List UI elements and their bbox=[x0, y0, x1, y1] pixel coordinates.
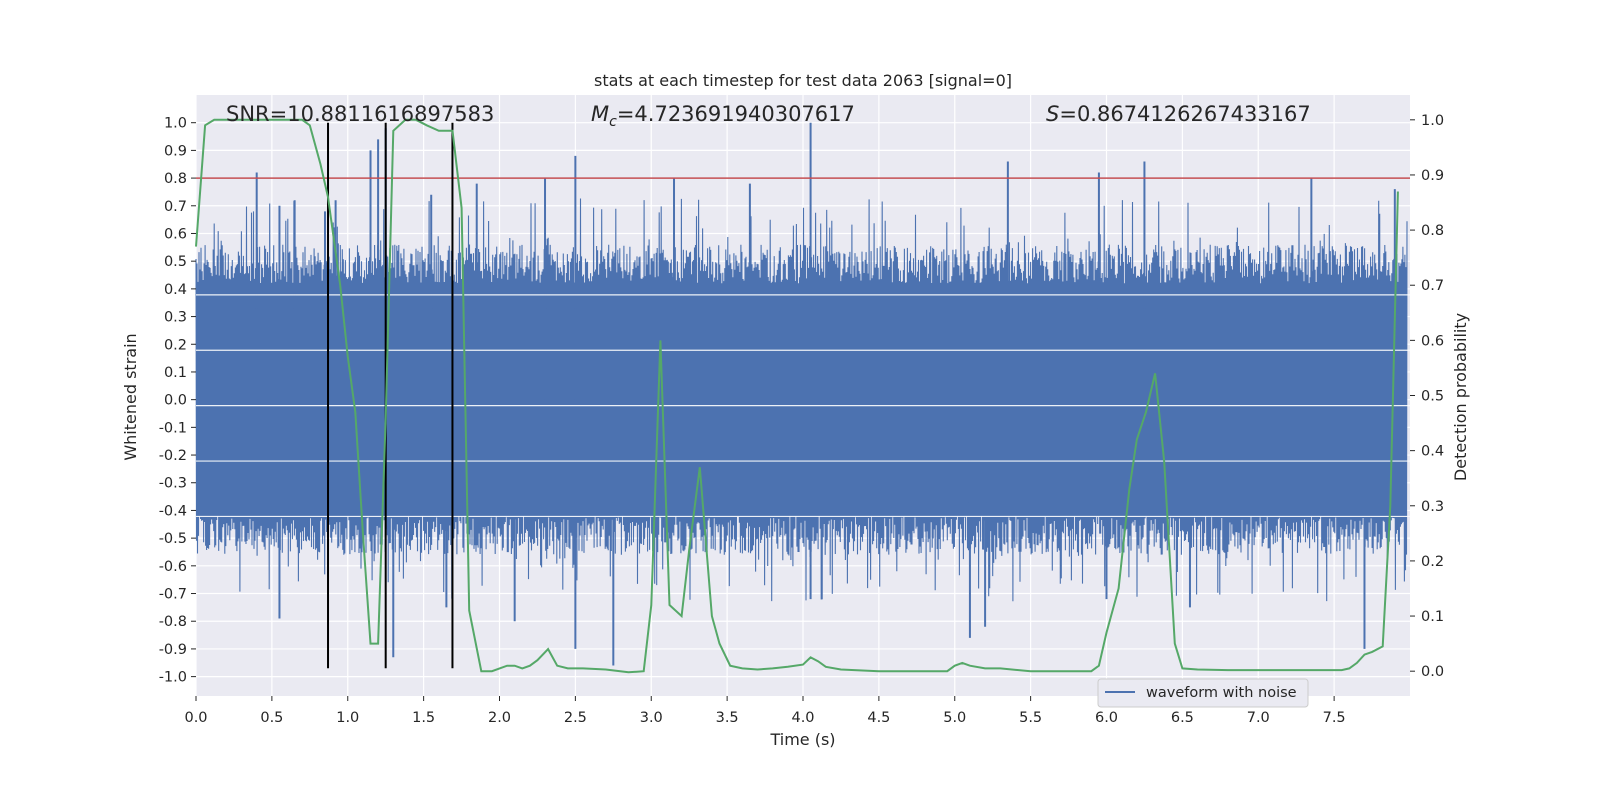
x-tick-label: 6.5 bbox=[1171, 710, 1194, 726]
x-axis-label: Time (s) bbox=[769, 730, 835, 749]
y2-tick-label: 0.2 bbox=[1421, 554, 1444, 570]
y-tick-label: -0.3 bbox=[159, 476, 187, 492]
x-tick-label: 0.0 bbox=[184, 710, 207, 726]
y-tick-label: 0.1 bbox=[164, 365, 187, 381]
s-value: =0.8674126267433167 bbox=[1059, 102, 1310, 126]
x-tick-label: 4.5 bbox=[867, 710, 890, 726]
y2-tick-label: 0.4 bbox=[1421, 444, 1444, 460]
y-tick-label: -0.8 bbox=[159, 614, 187, 630]
x-tick-label: 0.5 bbox=[260, 710, 283, 726]
x-axis-ticks: 0.0 0.5 1.0 1.5 2.0 2.5 3.0 3.5 4.0 4.5 5.0 5.5 6.0 6… bbox=[184, 696, 1346, 726]
y2-tick-label: 0.8 bbox=[1421, 223, 1444, 239]
y2-tick-label: 0.7 bbox=[1421, 278, 1444, 294]
y2-axis-label: Detection probability bbox=[1451, 313, 1470, 481]
y-axis-ticks: 1.0 0.9 0.8 0.7 0.6 0.5 0.4 0.3 0.2 0.1 0.0 -0.1 -0.… bbox=[159, 116, 196, 686]
waveform-line bbox=[195, 198, 1408, 602]
y-tick-label: 0.7 bbox=[164, 199, 187, 215]
y-tick-label: 1.0 bbox=[164, 116, 187, 132]
y-tick-label: 0.3 bbox=[164, 310, 187, 326]
x-tick-label: 2.5 bbox=[564, 710, 587, 726]
x-tick-label: 5.5 bbox=[1019, 710, 1042, 726]
x-tick-label: 3.0 bbox=[640, 710, 663, 726]
y-tick-label: -0.6 bbox=[159, 559, 187, 575]
x-tick-label: 5.0 bbox=[943, 710, 966, 726]
y2-tick-label: 0.0 bbox=[1421, 664, 1444, 680]
x-tick-label: 7.5 bbox=[1323, 710, 1346, 726]
y2-axis-ticks: 1.0 0.9 0.8 0.7 0.6 0.5 0.4 0.3 0.2 0.1 0.0 bbox=[1410, 113, 1444, 680]
chirp-mass-annotation: Mc=4.723691940307617 bbox=[591, 102, 855, 130]
y2-tick-label: 0.1 bbox=[1421, 609, 1444, 625]
probability-line bbox=[195, 118, 1399, 674]
x-tick-label: 4.0 bbox=[791, 710, 814, 726]
y-tick-label: 0.9 bbox=[164, 143, 187, 159]
x-tick-label: 6.0 bbox=[1095, 710, 1118, 726]
s-symbol: S bbox=[1046, 102, 1059, 126]
waveform-series bbox=[195, 122, 1410, 666]
legend-box bbox=[1097, 678, 1309, 708]
x-tick-label: 7.0 bbox=[1247, 710, 1270, 726]
legend-label: waveform with noise bbox=[1146, 685, 1297, 701]
y-tick-label: 0.0 bbox=[164, 393, 187, 409]
y-tick-label: -0.9 bbox=[159, 642, 187, 658]
y-tick-label: -0.5 bbox=[159, 531, 187, 547]
legend: waveform with noise bbox=[1097, 678, 1309, 708]
y-tick-label: -0.2 bbox=[159, 448, 187, 464]
x-tick-label: 2.0 bbox=[488, 710, 511, 726]
y2-tick-label: 0.9 bbox=[1421, 168, 1444, 184]
y-tick-label: -0.4 bbox=[159, 503, 187, 519]
y-tick-label: 0.8 bbox=[164, 171, 187, 187]
y2-tick-label: 0.5 bbox=[1421, 389, 1444, 405]
y-tick-label: -0.1 bbox=[159, 420, 187, 436]
mc-symbol: M bbox=[591, 102, 609, 126]
y-tick-label: 0.4 bbox=[164, 282, 187, 298]
y-tick-label: 0.2 bbox=[164, 337, 187, 353]
x-tick-label: 3.5 bbox=[716, 710, 739, 726]
y-axis-label: Whitened strain bbox=[121, 333, 140, 460]
mc-subscript: c bbox=[609, 114, 617, 130]
y-tick-label: 0.6 bbox=[164, 226, 187, 242]
s-annotation: S=0.8674126267433167 bbox=[1046, 102, 1311, 126]
y2-tick-label: 0.6 bbox=[1421, 333, 1444, 349]
y-tick-label: -0.7 bbox=[159, 587, 187, 603]
y-tick-label: -1.0 bbox=[159, 670, 187, 686]
mc-value: =4.723691940307617 bbox=[617, 102, 855, 126]
x-tick-label: 1.0 bbox=[336, 710, 359, 726]
y2-tick-label: 1.0 bbox=[1421, 113, 1444, 129]
y2-tick-label: 0.3 bbox=[1421, 499, 1444, 515]
probability-series bbox=[195, 118, 1399, 674]
y-tick-label: 0.5 bbox=[164, 254, 187, 270]
chart-title: stats at each timestep for test data 206… bbox=[594, 71, 1012, 90]
x-tick-label: 1.5 bbox=[412, 710, 435, 726]
snr-annotation: SNR=10.8811616897583 bbox=[226, 102, 494, 126]
